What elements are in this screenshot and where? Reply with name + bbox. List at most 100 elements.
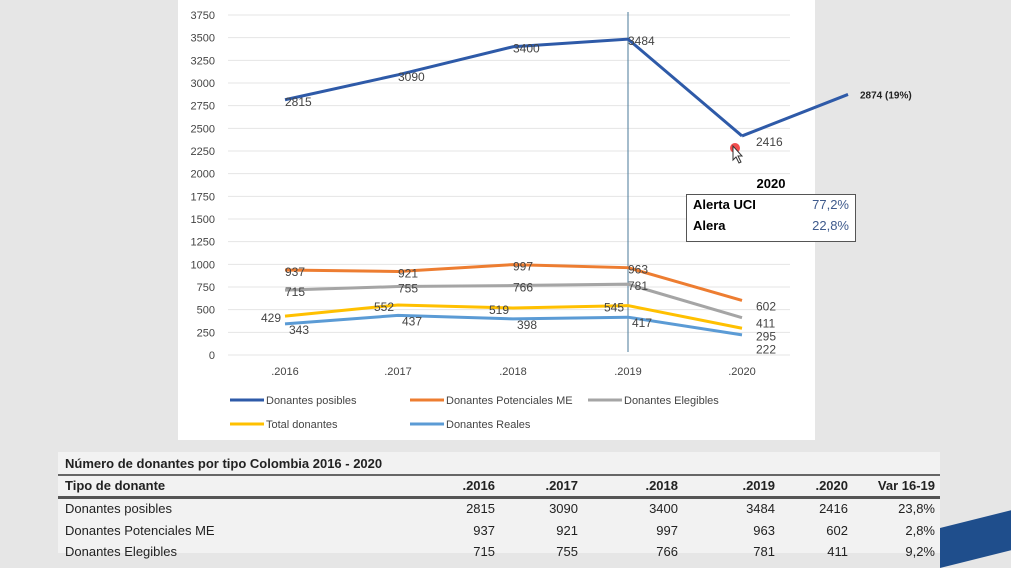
table-cell: .2017 xyxy=(545,478,578,493)
inset-value: 77,2% xyxy=(812,197,849,212)
data-label: 937 xyxy=(285,265,305,279)
legend-label: Donantes Elegibles xyxy=(624,395,719,407)
table-cell: .2016 xyxy=(462,478,495,493)
table-row: Donantes posibles 2815 3090 3400 3484 2416 23,… xyxy=(58,499,940,519)
series-line xyxy=(284,263,743,302)
row-label: Donantes Elegibles xyxy=(65,544,178,559)
y-tick-label: 250 xyxy=(197,327,215,339)
data-label: 602 xyxy=(756,299,776,313)
table-cell: 411 xyxy=(827,544,848,559)
table-title-row: Número de donantes por tipo Colombia 201… xyxy=(58,454,940,476)
table-cell: 2416 xyxy=(819,501,848,516)
x-tick-label: .2018 xyxy=(499,366,527,378)
series-line xyxy=(284,282,743,320)
legend-label: Donantes Reales xyxy=(446,419,531,431)
data-label: 715 xyxy=(285,285,305,299)
y-tick-label: 3250 xyxy=(191,55,215,67)
table-cell: Var 16-19 xyxy=(877,478,935,493)
y-tick-label: 2500 xyxy=(191,123,215,135)
legend-label: Donantes posibles xyxy=(266,395,357,407)
table-header: Tipo de donante .2016 .2017 .2018 .2019 .2020… xyxy=(58,476,940,499)
y-tick-label: 1000 xyxy=(191,259,215,271)
table-row: Donantes Elegibles 715 755 766 781 411 9,2% xyxy=(58,542,940,562)
inset-row: Alera 22,8% xyxy=(693,218,849,239)
line-chart: 0 250 500 750 1000 1250 1500 1750 2000 2250 2500 27… xyxy=(191,10,912,431)
table-cell: 937 xyxy=(473,523,495,538)
y-tick-label: 500 xyxy=(197,305,215,317)
table-cell: 23,8% xyxy=(898,501,935,516)
table-cell: 715 xyxy=(473,544,495,559)
y-tick-label: 1250 xyxy=(191,237,215,249)
projection-label: 2874 (19%) xyxy=(860,90,912,101)
data-label: 343 xyxy=(289,323,309,337)
y-tick-label: 3000 xyxy=(191,78,215,90)
y-tick-label: 1500 xyxy=(191,214,215,226)
data-label: 295 xyxy=(756,330,776,344)
y-tick-label: 3500 xyxy=(191,33,215,45)
decorative-shape xyxy=(940,508,1011,568)
inset-box: Alerta UCI 77,2% Alera 22,8% xyxy=(686,194,856,242)
data-label: 963 xyxy=(628,263,648,277)
data-label: 552 xyxy=(374,300,394,314)
data-label: 429 xyxy=(261,311,281,325)
donor-table: Número de donantes por tipo Colombia 201… xyxy=(58,452,940,559)
table-cell: 2815 xyxy=(466,501,495,516)
data-label: 3400 xyxy=(513,42,540,56)
x-tick-label: .2019 xyxy=(614,366,642,378)
table-cell: 766 xyxy=(656,544,678,559)
table-cell: 921 xyxy=(556,523,578,538)
inset-label: Alerta UCI xyxy=(693,197,756,212)
series-line xyxy=(284,303,743,330)
y-tick-label: 750 xyxy=(197,282,215,294)
series-line xyxy=(284,37,743,138)
cursor-icon xyxy=(732,144,744,164)
x-tick-label: .2017 xyxy=(384,366,412,378)
data-label: 411 xyxy=(756,317,775,331)
table-cell: 963 xyxy=(753,523,775,538)
legend-label: Total donantes xyxy=(266,419,338,431)
row-label: Tipo de donante xyxy=(65,478,166,493)
data-label: 755 xyxy=(398,282,418,296)
data-label: 437 xyxy=(402,314,422,328)
y-tick-label: 2000 xyxy=(191,169,215,181)
data-label: 3484 xyxy=(628,34,655,48)
data-label: 921 xyxy=(398,266,418,280)
data-label: 2416 xyxy=(756,135,783,149)
table-cell: 781 xyxy=(753,544,775,559)
data-label: 766 xyxy=(513,281,533,295)
inset-label: Alera xyxy=(693,218,726,233)
y-tick-label: 0 xyxy=(209,350,215,362)
row-label: Donantes posibles xyxy=(65,501,172,516)
table-cell: .2018 xyxy=(645,478,678,493)
inset-value: 22,8% xyxy=(812,218,849,233)
data-label: 545 xyxy=(604,301,624,315)
y-tick-label: 1750 xyxy=(191,191,215,203)
inset-2020: 2020 Alerta UCI 77,2% Alera 22,8% xyxy=(686,176,856,242)
projection-line xyxy=(741,93,849,138)
table-cell: .2020 xyxy=(815,478,848,493)
x-tick-label: .2020 xyxy=(728,366,756,378)
table-cell: 997 xyxy=(656,523,678,538)
data-label: 222 xyxy=(756,343,776,357)
table-cell: 602 xyxy=(826,523,848,538)
table-cell: 3090 xyxy=(549,501,578,516)
table-cell: 755 xyxy=(556,544,578,559)
y-tick-label: 2250 xyxy=(191,146,215,158)
data-label: 519 xyxy=(489,303,509,317)
table-cell: 9,2% xyxy=(905,544,935,559)
data-label: 398 xyxy=(517,318,537,332)
table-cell: 3400 xyxy=(649,501,678,516)
table-cell: .2019 xyxy=(742,478,775,493)
y-tick-label: 3750 xyxy=(191,10,215,22)
data-label: 2815 xyxy=(285,95,312,109)
legend-label: Donantes Potenciales ME xyxy=(446,395,573,407)
table-cell: 2,8% xyxy=(905,523,935,538)
y-tick-label: 2750 xyxy=(191,101,215,113)
data-label: 997 xyxy=(513,260,533,274)
series-line xyxy=(284,313,743,337)
inset-title: 2020 xyxy=(756,176,786,191)
row-label: Donantes Potenciales ME xyxy=(65,523,215,538)
table-row: Donantes Potenciales ME 937 921 997 963 602 2,… xyxy=(58,521,940,541)
x-tick-label: .2016 xyxy=(271,366,299,378)
inset-row: Alerta UCI 77,2% xyxy=(693,197,849,218)
